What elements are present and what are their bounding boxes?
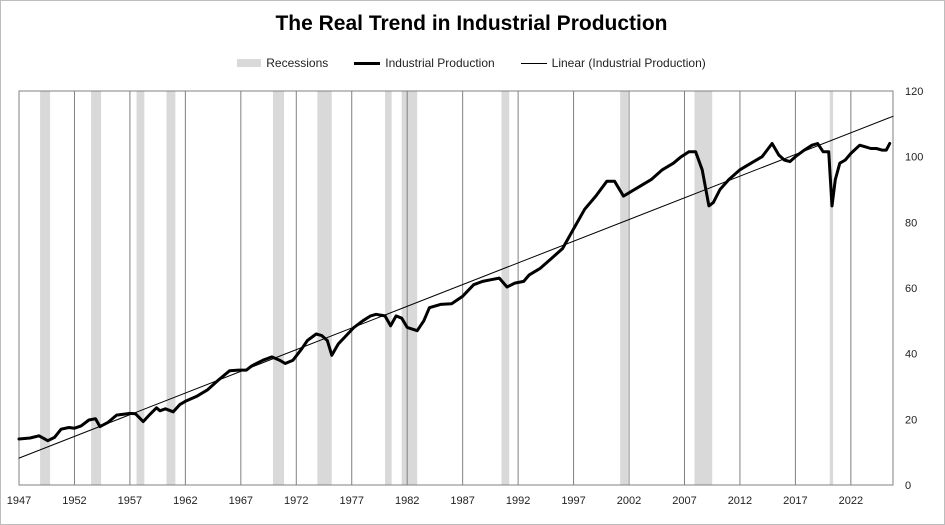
x-tick-label-1957: 1957 <box>118 495 142 507</box>
legend-item-industrial-production: Industrial Production <box>354 56 495 70</box>
thick-line-swatch-icon <box>354 61 381 65</box>
chart-title: The Real Trend in Industrial Production <box>275 12 668 35</box>
recession-swatch-icon <box>237 59 262 67</box>
recession-band-7 <box>401 91 418 485</box>
series-lines <box>17 115 894 459</box>
x-tick-label-1947: 1947 <box>7 495 31 507</box>
recession-band-2 <box>136 91 145 485</box>
recession-band-9 <box>620 91 628 485</box>
x-tick-label-1972: 1972 <box>284 495 308 507</box>
x-tick-label-2012: 2012 <box>728 495 752 507</box>
legend-item-recessions: Recessions <box>237 56 328 70</box>
x-tick-label-1967: 1967 <box>229 495 253 507</box>
x-tick-label-1982: 1982 <box>395 495 419 507</box>
x-tick-label-1997: 1997 <box>561 495 585 507</box>
legend-label-recessions: Recessions <box>266 56 329 70</box>
recession-band-1 <box>91 91 102 485</box>
y-tick-label-20: 20 <box>905 414 917 426</box>
legend-label-industrial-production: Industrial Production <box>385 56 495 70</box>
y-tick-label-60: 60 <box>905 283 917 295</box>
x-tick-label-1952: 1952 <box>62 495 86 507</box>
y-tick-label-80: 80 <box>905 217 917 229</box>
recession-band-0 <box>40 91 51 485</box>
recession-band-3 <box>166 91 176 485</box>
x-tick-label-1962: 1962 <box>173 495 197 507</box>
industrial-production-line <box>17 142 892 443</box>
recession-band-11 <box>829 91 834 485</box>
x-tick-label-2007: 2007 <box>672 495 696 507</box>
x-tick-label-1987: 1987 <box>450 495 474 507</box>
x-tick-label-1977: 1977 <box>339 495 363 507</box>
recession-band-5 <box>317 91 332 485</box>
recession-band-10 <box>694 91 713 485</box>
x-tick-label-2022: 2022 <box>839 495 863 507</box>
recession-band-4 <box>272 91 285 485</box>
linear-trend-line <box>18 115 894 459</box>
y-tick-label-0: 0 <box>905 480 911 492</box>
recession-band-6 <box>385 91 392 485</box>
y-tick-label-120: 120 <box>905 86 923 98</box>
y-tick-label-40: 40 <box>905 349 917 361</box>
x-axis-tick-labels: 1947 1952 1957 1962 1967 1972 1977 1982 1987 1992… <box>7 495 863 507</box>
legend: Recessions Industrial Production Linear … <box>0 56 943 70</box>
x-tick-label-2002: 2002 <box>617 495 641 507</box>
recession-band-8 <box>501 91 510 485</box>
recession-bands <box>40 91 834 485</box>
y-tick-label-100: 100 <box>905 152 923 164</box>
x-tick-label-2017: 2017 <box>783 495 807 507</box>
y-axis-tick-labels: 0 20 40 60 80 100 120 <box>905 86 923 492</box>
x-tick-label-1992: 1992 <box>506 495 530 507</box>
legend-label-linear-trend: Linear (Industrial Production) <box>551 56 706 70</box>
thin-line-swatch-icon <box>520 62 547 64</box>
plot-border <box>18 90 894 486</box>
legend-item-linear-trend: Linear (Industrial Production) <box>520 56 706 70</box>
